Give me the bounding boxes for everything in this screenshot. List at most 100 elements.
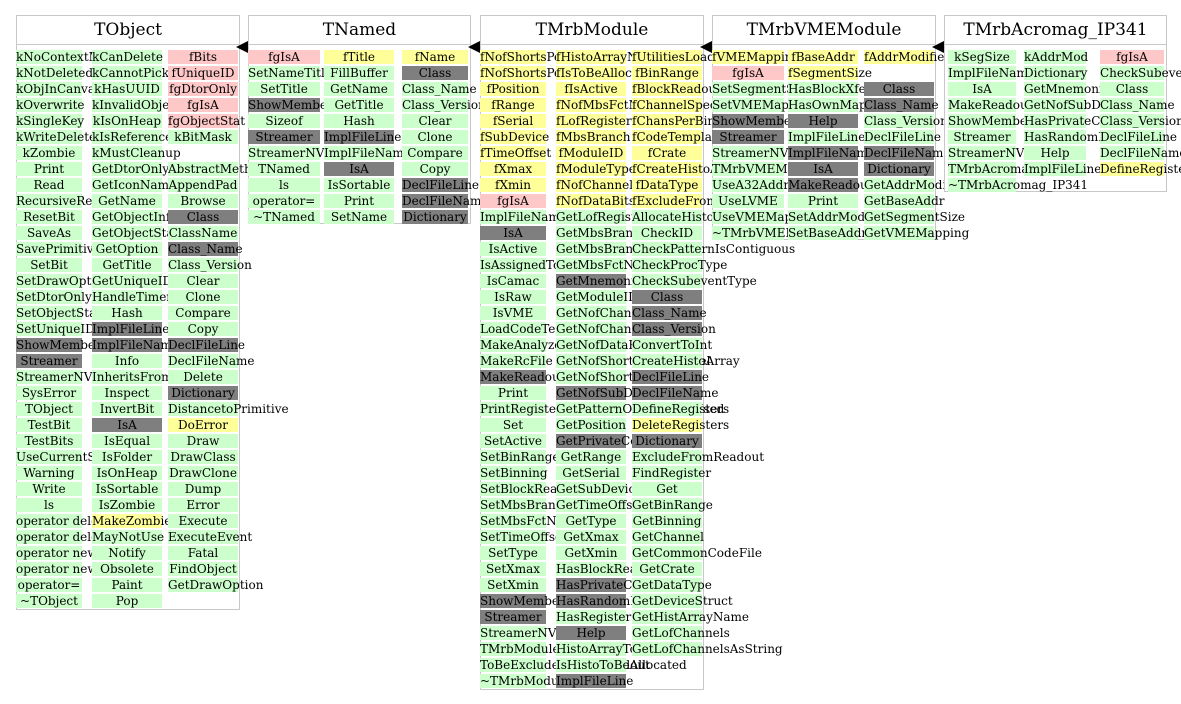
member-cell: DeclFileName [632,386,719,400]
member-cell: FillBuffer [324,66,394,80]
member-cell: Error [168,498,238,512]
member-cell: IsSortable [92,482,162,496]
member-cell: operator= [248,194,320,208]
member-cell: Sizeof [248,114,320,128]
member-cell: DeclFileName [864,146,951,160]
member-cell: SetActive [480,434,546,448]
member-cell: Dictionary [632,434,702,448]
member-cell: SetUniqueID [16,322,95,336]
member-cell: SetBlockReadout [480,482,585,496]
member-cell: operator= [16,578,82,592]
member-cell: ImplFileName [480,210,567,224]
member-cell: SetXmax [480,562,546,576]
member-cell: Dump [168,482,238,496]
member-cell: fgIsA [480,194,546,208]
member-cell: SetMbsBranch [480,498,571,512]
member-cell: SetTimeOffset [480,530,567,544]
member-cell: HasRandomReadout [556,594,682,608]
member-cell: Help [788,114,858,128]
member-cell: operator new[] [16,562,107,576]
member-cell: fRange [480,98,546,112]
member-cell: kCannotPick [92,66,170,80]
member-cell: GetOption [92,242,162,256]
member-cell: fgObjectStat [168,114,246,128]
member-cell: LoadCodeTemplates [480,322,604,336]
member-cell: ImplFileName [948,66,1035,80]
member-cell: SysError [16,386,82,400]
member-cell: MakeRcFile [480,354,553,368]
member-cell: fMbsBranch [556,130,631,144]
member-cell: GetCrate [632,562,702,576]
member-cell: SetType [480,546,546,560]
member-cell: UseVMEMapping [712,210,820,224]
member-cell: Class_Name [864,98,939,112]
member-cell: fgDtorOnly [168,82,238,96]
member-cell: Class_Version [632,322,716,336]
member-cell: GetSegmentSize [864,210,966,224]
member-cell: Class_Name [168,242,243,256]
member-cell: Dictionary [168,386,238,400]
member-cell: GetMbsFctName [556,258,660,272]
member-cell: GetChannel [632,530,704,544]
member-cell: StreamerNVirtual [480,626,590,640]
member-cell: Copy [402,162,468,176]
inheritance-arrow-icon [700,41,712,53]
member-cell: MakeReadoutCode [480,370,596,384]
member-cell: SetAddrModifier [788,210,890,224]
member-cell: Dictionary [402,210,468,224]
member-cell: Streamer [16,354,82,368]
member-cell: Pop [92,594,162,608]
member-cell: SetVMEMapping [712,98,816,112]
member-cell: Print [788,194,858,208]
member-cell: ImplFileName [324,146,411,160]
member-cell: GetLofChannelsAsString [632,642,783,656]
member-cell: kIsReferenced [92,130,180,144]
member-cell: UseA32Addressing [712,178,828,192]
member-cell: Class [402,66,468,80]
class-title: TMrbAcromag_IP341 [945,16,1166,45]
member-cell: fCreateHistoArray [632,162,745,176]
member-cell: CheckProcType [632,258,728,272]
member-cell: Streamer [712,130,784,144]
member-cell: fgIsA [248,50,320,64]
member-cell: GetHistArrayName [632,610,749,624]
member-cell: kSingleKey [16,114,85,128]
member-cell: DeclFileName [168,354,255,368]
member-cell: SavePrimitive [16,242,101,256]
member-cell: SetBinning [480,466,548,480]
member-cell: fChannelSpec [632,98,717,112]
member-cell: HasBlockXfer [788,82,872,96]
member-cell: kBitMask [168,130,238,144]
member-cell: kMustCleanup [92,146,181,160]
member-cell: IsActive [480,242,546,256]
member-cell: fChansPerBin [632,114,716,128]
member-cell: fNofShortsPerChannel [480,50,617,64]
member-cell: fHistoArrayName [556,50,664,64]
member-cell: fPosition [480,82,546,96]
member-cell: fLofRegisters [556,114,638,128]
member-cell: Fatal [168,546,238,560]
member-cell: Dictionary [1024,66,1088,80]
member-cell: GetPosition [556,418,626,432]
member-cell: GetUniqueID [92,274,173,288]
member-cell: fgIsA [1100,50,1164,64]
member-cell: MakeReadoutCode [788,178,904,192]
member-cell: IsVME [480,306,546,320]
member-cell: GetObjectStat [92,226,179,240]
member-cell: SetMbsFctName [480,514,583,528]
member-cell: IsRaw [480,290,546,304]
member-cell: kSegSize [948,50,1016,64]
member-cell: UseLVME [712,194,784,208]
member-cell: HandleTimer [92,290,173,304]
member-cell: PrintRegisters [480,402,568,416]
member-cell: TestBit [16,418,82,432]
member-cell: GetTitle [92,258,162,272]
member-cell: GetPrivateCodeFile [556,434,676,448]
member-cell: DrawClone [168,466,238,480]
member-cell: SaveAs [16,226,82,240]
member-cell: Class_Name [402,82,477,96]
member-cell: TMrbAcromag_IP341 [948,162,1078,176]
inheritance-arrow-icon [932,41,944,53]
member-cell: Print [480,386,546,400]
member-cell: IsAssignedToBranch [480,258,605,272]
